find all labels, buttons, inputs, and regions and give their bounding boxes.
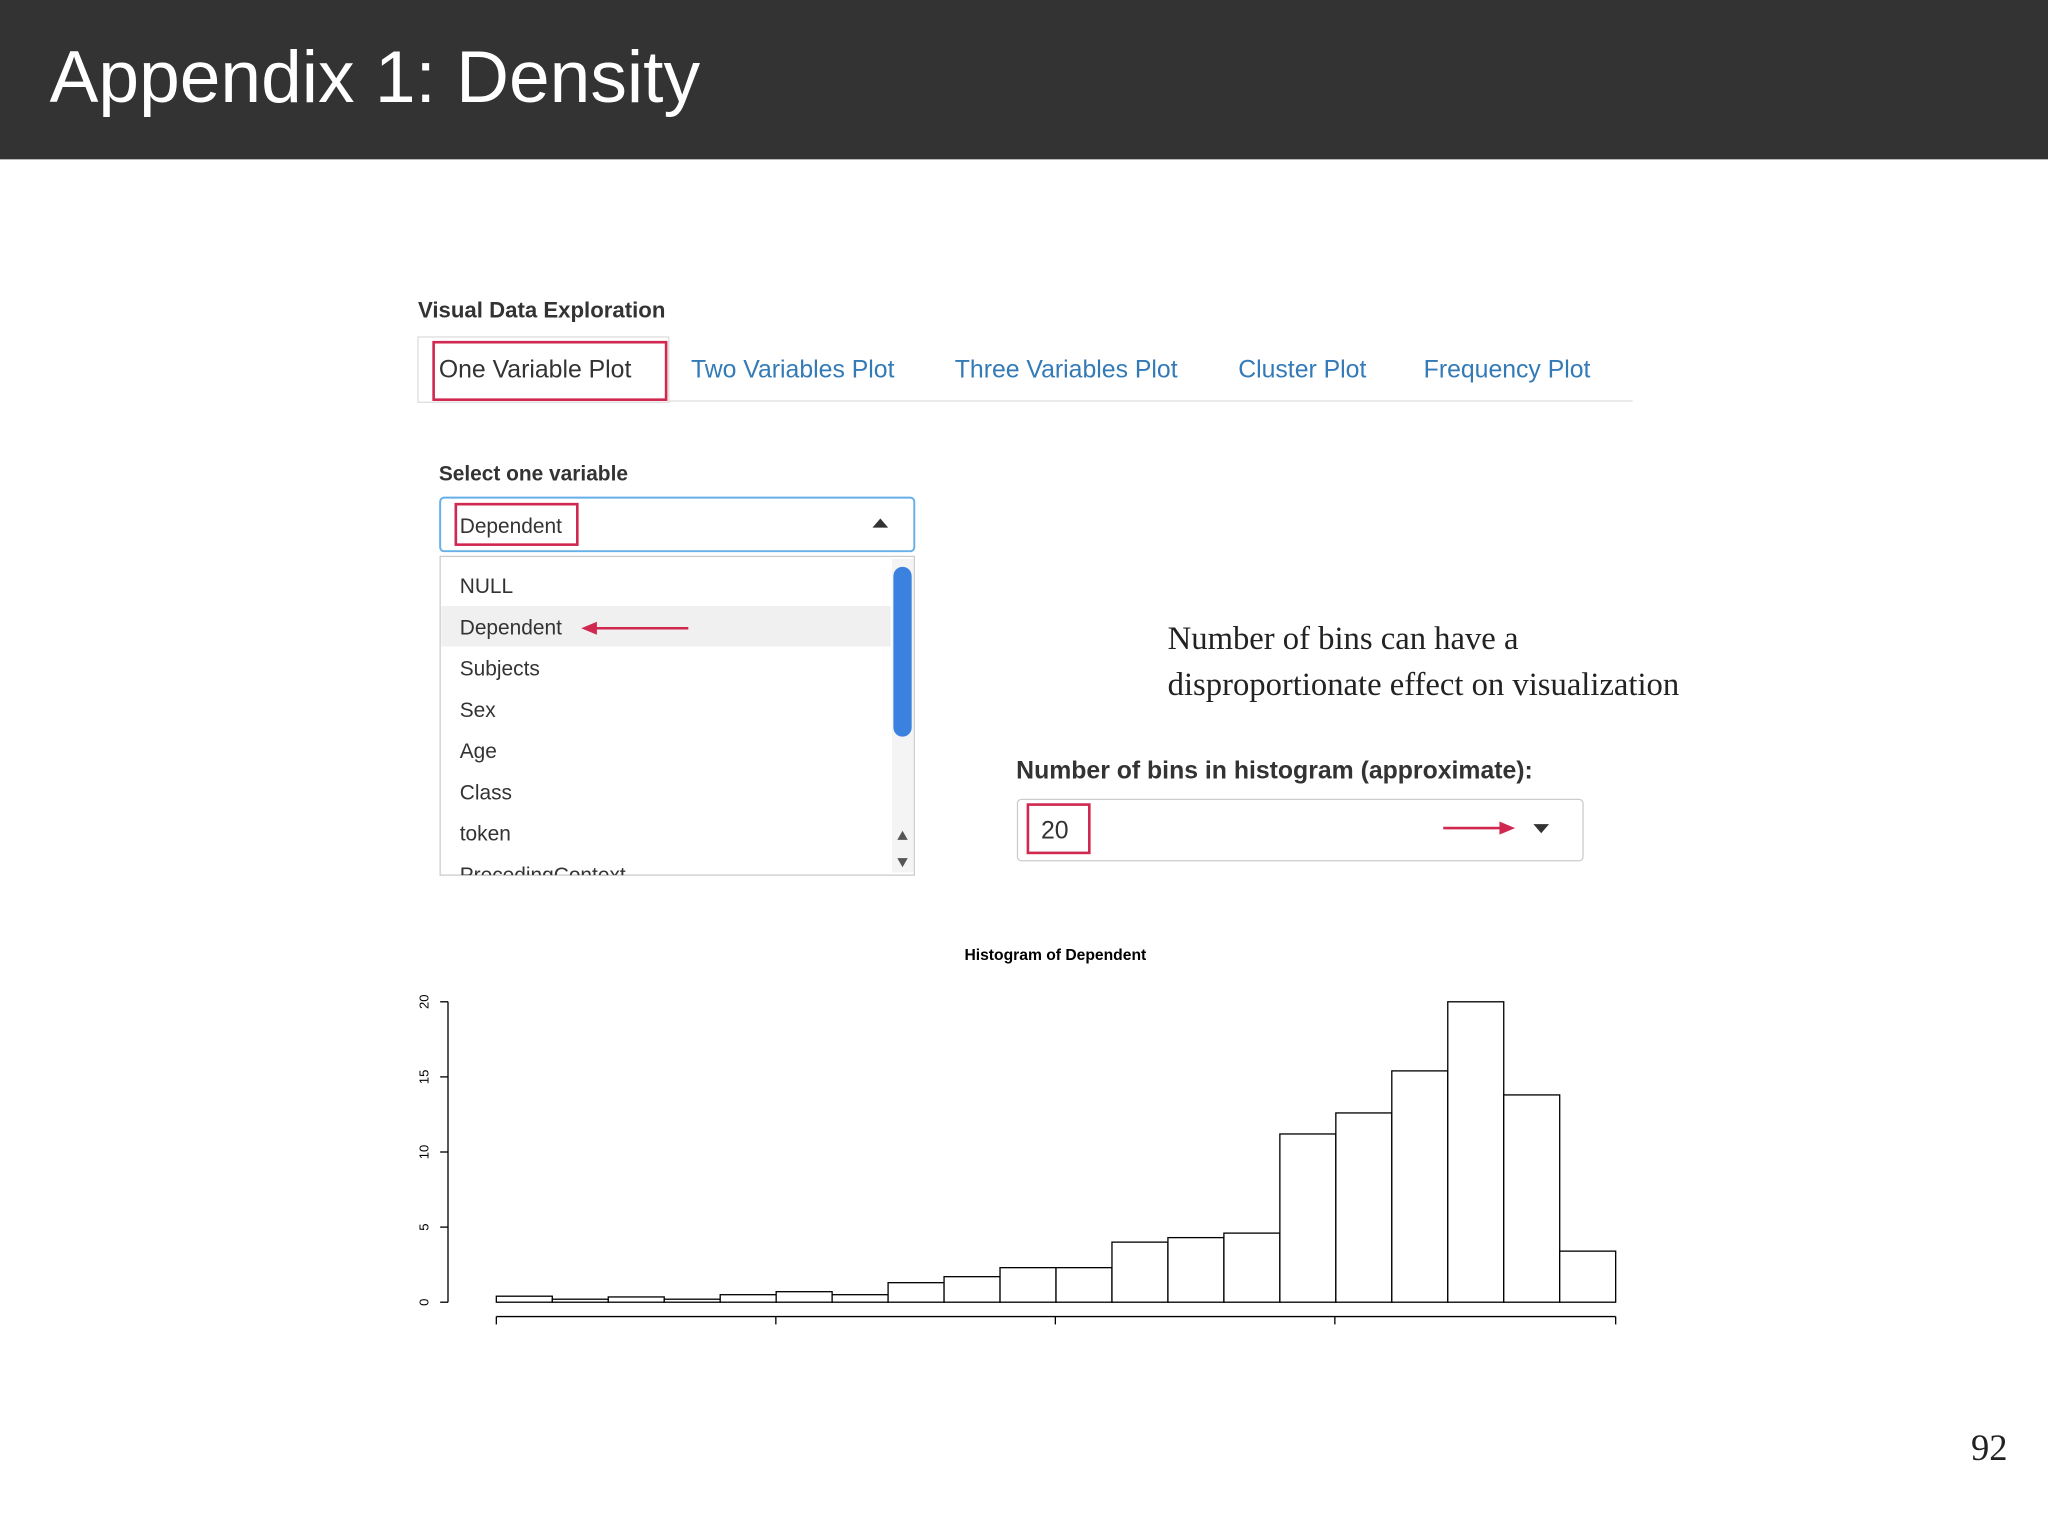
dropdown-list <box>439 555 915 876</box>
bar <box>1055 1267 1113 1303</box>
y-tick-label: 0 <box>416 1299 431 1306</box>
caret-up <box>872 518 889 528</box>
select-value: Dependent <box>460 515 562 538</box>
bar <box>887 1282 945 1303</box>
tab[interactable]: One Variable Plot <box>439 356 632 383</box>
bar <box>1335 1112 1393 1303</box>
option[interactable]: NULL <box>460 575 513 598</box>
option-highlight <box>441 606 891 647</box>
bar <box>1559 1250 1617 1303</box>
active-tab[interactable] <box>417 336 670 403</box>
bar <box>663 1298 721 1303</box>
option[interactable]: PrecedingContext <box>460 864 626 887</box>
bins-box[interactable] <box>1016 798 1584 862</box>
tab[interactable]: Cluster Plot <box>1238 356 1366 383</box>
y-tick-label: 15 <box>416 1070 431 1085</box>
app-title: Visual Data Exploration <box>418 297 665 322</box>
bar <box>495 1295 553 1303</box>
annotation-line: disproportionate effect on visualization <box>1168 667 1680 703</box>
arrow-head <box>1499 821 1516 835</box>
bins-value: 20 <box>1041 818 1069 845</box>
bins-label: Number of bins in histogram (approximate… <box>1016 757 1533 784</box>
bar <box>1111 1241 1169 1303</box>
bar <box>607 1296 665 1303</box>
bar <box>831 1294 889 1303</box>
bar <box>1447 1001 1505 1303</box>
option[interactable]: Class <box>460 781 512 804</box>
option[interactable]: Dependent <box>460 616 562 639</box>
scrollbar-thumb[interactable] <box>893 566 912 737</box>
highlight-box <box>432 340 668 401</box>
option[interactable]: Subjects <box>460 658 540 681</box>
select-box[interactable] <box>439 496 916 553</box>
highlight-box <box>1026 803 1091 855</box>
highlight-box <box>454 502 579 546</box>
select-label: Select one variable <box>439 463 628 486</box>
bar <box>1391 1070 1449 1303</box>
caret-down <box>1533 824 1550 834</box>
x-axis <box>495 1315 1617 1325</box>
bar <box>999 1267 1057 1303</box>
y-tick-label: 5 <box>416 1223 431 1230</box>
slide-title: Appendix 1: Density <box>50 37 701 118</box>
page-number: 92 <box>1971 1427 2008 1468</box>
bar <box>1279 1133 1337 1303</box>
option[interactable]: Age <box>460 740 497 763</box>
bar <box>551 1298 609 1303</box>
bar <box>1223 1232 1281 1303</box>
header-bar <box>0 0 2048 160</box>
bar <box>719 1294 777 1303</box>
arrow-head <box>581 621 597 635</box>
annotation-line: Number of bins can have a <box>1168 621 1519 657</box>
bar <box>775 1291 833 1303</box>
histogram-title: Histogram of Dependent <box>964 947 1147 964</box>
tab[interactable]: Three Variables Plot <box>955 356 1178 383</box>
bar <box>943 1276 1001 1303</box>
y-tick-label: 20 <box>416 995 431 1010</box>
bar <box>1503 1094 1561 1303</box>
bar <box>1167 1236 1225 1303</box>
option[interactable]: Sex <box>460 699 497 722</box>
option[interactable]: token <box>460 823 511 846</box>
y-tick-label: 10 <box>416 1145 431 1160</box>
tab[interactable]: Two Variables Plot <box>691 356 895 383</box>
tab[interactable]: Frequency Plot <box>1424 356 1591 383</box>
scroll-arrows[interactable] <box>897 830 908 868</box>
